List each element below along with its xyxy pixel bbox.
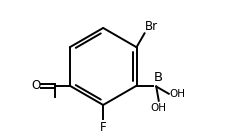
- Text: B: B: [153, 71, 162, 84]
- Text: O: O: [31, 79, 40, 92]
- Text: OH: OH: [150, 103, 166, 113]
- Text: F: F: [99, 121, 106, 134]
- Text: OH: OH: [169, 89, 185, 99]
- Text: Br: Br: [145, 19, 158, 33]
